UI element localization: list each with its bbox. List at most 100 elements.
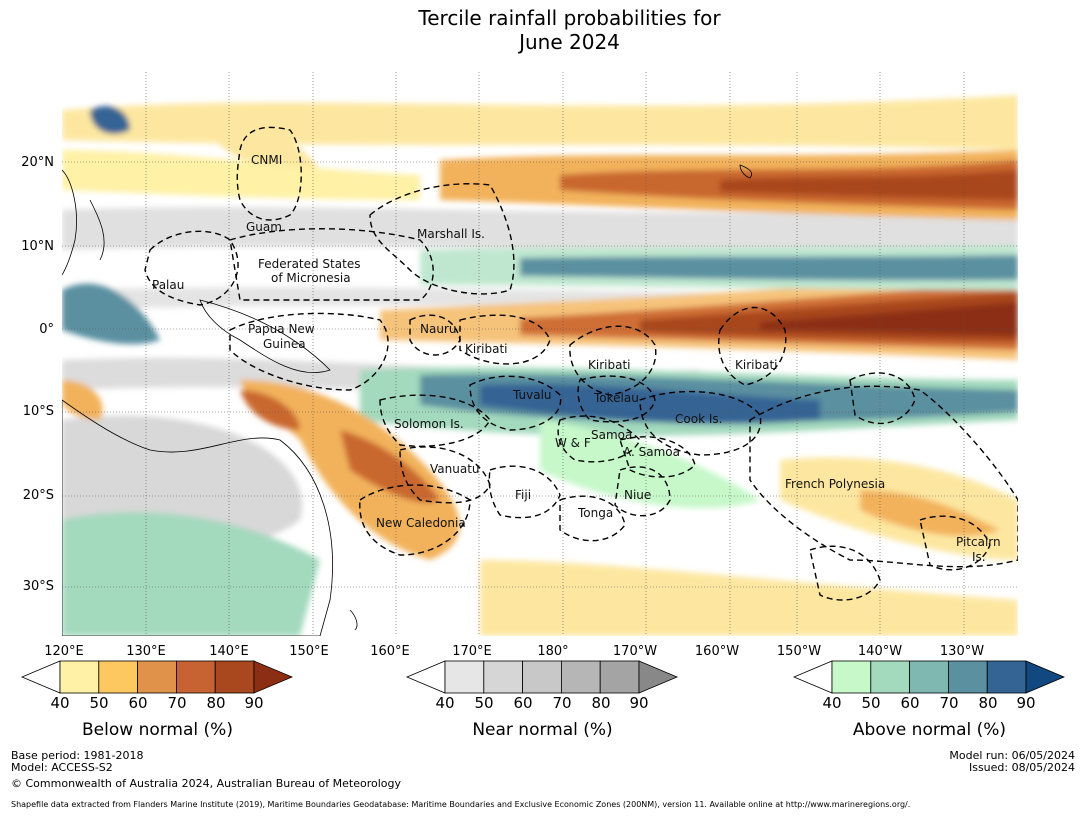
label-kiribati-central: Kiribati	[588, 358, 630, 372]
colorbar-above-cell	[947, 660, 988, 694]
colorbar-below-cell	[59, 660, 100, 694]
lon-label-130w: 130°W	[939, 644, 985, 659]
colorbar-above-extend-high	[1025, 660, 1066, 694]
model-name: Model: ACCESS-S2	[11, 761, 113, 774]
graticule	[62, 72, 1018, 636]
rainfall-map: CNMI Guam Marshall Is. Federated States …	[62, 72, 1018, 636]
label-nauru: Nauru	[420, 322, 456, 336]
label-marshall: Marshall Is.	[417, 227, 485, 241]
lon-label-140w: 140°W	[857, 644, 903, 659]
lon-label-120e: 120°E	[44, 644, 84, 659]
label-fsm-1: Federated States	[258, 257, 360, 271]
label-cook: Cook Is.	[675, 412, 722, 426]
lat-label-20s: 20°S	[22, 488, 54, 503]
label-wf: W & F	[555, 436, 591, 450]
coastlines	[62, 164, 753, 636]
label-tuvalu: Tuvalu	[512, 388, 552, 402]
label-tonga: Tonga	[577, 506, 613, 520]
lon-label-170w: 170°W	[612, 644, 658, 659]
colorbar-near-title: Near normal (%)	[472, 720, 613, 740]
cb-below-tick: 80	[206, 694, 226, 712]
lat-label-30s: 30°S	[22, 579, 54, 594]
colorbar-near-cell	[560, 660, 601, 694]
colorbar-above-cells	[831, 660, 1027, 694]
colorbar-above-cell	[909, 660, 949, 694]
issued-date: Issued: 08/05/2024	[968, 761, 1075, 774]
title-line-2: June 2024	[519, 30, 620, 54]
chart-title: Tercile rainfall probabilities for June …	[0, 6, 1085, 54]
colorbar-near-cell	[599, 660, 640, 694]
cb-above-tick: 60	[900, 694, 920, 712]
colorbar-below-cells	[59, 660, 255, 694]
colorbar-near-cells	[444, 660, 640, 694]
eez-boundaries	[144, 126, 1018, 601]
cb-below-tick: 60	[128, 694, 148, 712]
lon-label-150w: 150°W	[776, 644, 822, 659]
lon-label-180: 180°	[537, 644, 569, 659]
label-pitcairn-1: Pitcairn	[956, 535, 1001, 549]
shapefile-credit: Shapefile data extracted from Flanders M…	[11, 800, 911, 809]
colorbar-above-cell	[831, 660, 872, 694]
colorbar-below-extend-low	[20, 660, 61, 694]
label-samoa: Samoa	[591, 428, 632, 442]
colorbar-below-cell	[175, 660, 216, 694]
label-kiribati-east: Kiribati	[735, 358, 777, 372]
title-line-1: Tercile rainfall probabilities for	[418, 6, 721, 30]
label-french-polynesia: French Polynesia	[785, 477, 885, 491]
cb-near-tick: 70	[552, 694, 572, 712]
cb-near-tick: 50	[474, 694, 494, 712]
colorbar-above-extend-low	[792, 660, 833, 694]
lat-label-20n: 20°N	[21, 155, 54, 170]
label-tokelau: Tokelau	[593, 391, 639, 405]
colorbar-near-extend-low	[405, 660, 446, 694]
colorbar-above-title: Above normal (%)	[852, 720, 1007, 740]
lon-label-150e: 150°E	[289, 644, 329, 659]
copyright: © Commonwealth of Australia 2024, Austra…	[11, 777, 401, 790]
label-niue: Niue	[624, 488, 651, 502]
colorbar-near-cell	[444, 660, 485, 694]
cb-above-tick: 70	[939, 694, 959, 712]
label-pitcairn-2: Is.	[972, 550, 986, 564]
colorbar-below-cell	[214, 660, 255, 694]
cb-near-tick: 40	[435, 694, 455, 712]
lon-label-140e: 140°E	[209, 644, 249, 659]
cb-below-tick: 70	[167, 694, 187, 712]
colorbar-near-cell	[483, 660, 524, 694]
cb-below-tick: 90	[244, 694, 264, 712]
label-american-samoa: A. Samoa	[623, 445, 680, 459]
label-solomon: Solomon Is.	[394, 417, 464, 431]
footer-left: Base period: 1981-2018 Model: ACCESS-S2 …	[11, 750, 401, 790]
model-run: Model run: 06/05/2024	[949, 749, 1075, 762]
base-period: Base period: 1981-2018	[11, 749, 144, 762]
colorbar-near-extend-high	[638, 660, 679, 694]
label-cnmi: CNMI	[251, 153, 282, 167]
cb-near-tick: 60	[513, 694, 533, 712]
label-vanuatu: Vanuatu	[430, 462, 480, 476]
lat-label-0: 0°	[39, 322, 54, 337]
colorbar-below-extend-high	[253, 660, 294, 694]
label-png-2: Guinea	[263, 337, 306, 351]
colorbar-below-cell	[98, 660, 139, 694]
cb-above-tick: 80	[978, 694, 998, 712]
colorbar-above-cell	[986, 660, 1027, 694]
colorbar-near-normal	[405, 660, 679, 694]
colorbar-above-normal	[792, 660, 1066, 694]
label-fiji: Fiji	[515, 488, 531, 502]
lat-label-10s: 10°S	[22, 404, 54, 419]
colorbar-below-normal	[20, 660, 294, 694]
lon-label-160w: 160°W	[694, 644, 740, 659]
region-labels: CNMI Guam Marshall Is. Federated States …	[152, 153, 1001, 564]
label-kiribati-west: Kiribati	[465, 342, 507, 356]
colorbar-above-cell	[870, 660, 911, 694]
label-guam: Guam	[246, 220, 282, 234]
lat-label-10n: 10°N	[21, 239, 54, 254]
colorbar-near-cell	[522, 660, 562, 694]
colorbar-below-title: Below normal (%)	[82, 720, 233, 740]
lon-label-130e: 130°E	[126, 644, 166, 659]
label-palau: Palau	[152, 278, 184, 292]
lon-label-160e: 160°E	[370, 644, 410, 659]
probability-fields: CNMI Guam Marshall Is. Federated States …	[62, 72, 1018, 636]
cb-below-tick: 50	[89, 694, 109, 712]
label-png-1: Papua New	[248, 322, 315, 336]
cb-above-tick: 50	[861, 694, 881, 712]
